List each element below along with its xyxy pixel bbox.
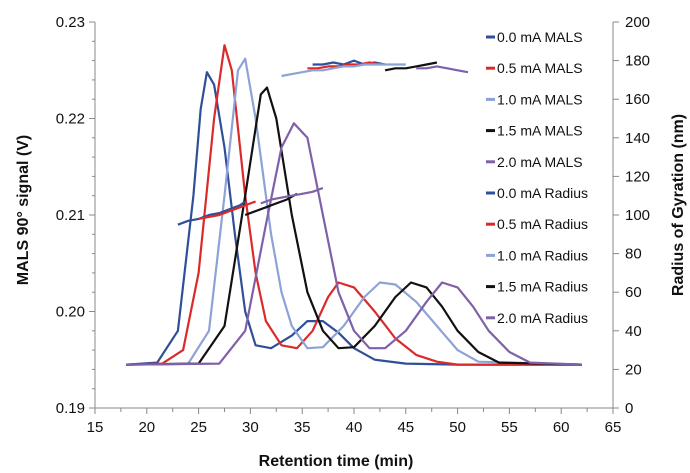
y-right-tick-label: 60 — [625, 284, 642, 301]
y-right-axis-title: Radius of Gyration (nm) — [670, 114, 687, 296]
legend-label: 0.5 mA MALS — [497, 60, 583, 76]
series-line-0-5-ma-mals — [126, 44, 582, 366]
legend-label: 1.0 mA MALS — [497, 91, 583, 107]
y-left-axis-title: MALS 90° signal (V) — [15, 135, 32, 285]
legend-label: 2.0 mA Radius — [497, 310, 588, 326]
legend-label: 2.0 mA MALS — [497, 154, 583, 170]
series-line-1-5-ma-mals — [126, 86, 582, 366]
y-right-tick-label: 200 — [625, 14, 650, 31]
x-tick-label: 45 — [397, 419, 414, 436]
legend-label: 1.5 mA MALS — [497, 123, 583, 139]
series-line-1-0-ma-mals — [126, 57, 582, 366]
y-left-tick-label: 0.23 — [56, 14, 85, 31]
x-ticks-group: 15 20 25 30 35 40 45 50 55 60 65 — [87, 408, 622, 436]
y-right-tick-label: 160 — [625, 91, 650, 108]
y-right-ticks-group: 0 20 40 60 80 100 120 140 160 180 200 — [613, 14, 650, 417]
x-tick-label: 15 — [87, 419, 104, 436]
x-tick-label: 30 — [242, 419, 259, 436]
x-tick-label: 35 — [294, 419, 311, 436]
x-tick-label: 60 — [553, 419, 570, 436]
y-left-tick-label: 0.19 — [56, 400, 85, 417]
y-right-tick-label: 20 — [625, 361, 642, 378]
y-left-ticks-group: 0.19 0.20 0.21 0.22 0.23 — [56, 14, 95, 417]
y-right-tick-label: 140 — [625, 130, 650, 147]
series-line-0-0-ma-radius — [177, 200, 246, 226]
y-right-tick-label: 0 — [625, 400, 633, 417]
series-line-0-0-ma-mals — [126, 71, 582, 366]
series-line-1-0-ma-radius — [281, 63, 406, 78]
y-right-tick-label: 40 — [625, 323, 642, 340]
legend-label: 0.0 mA MALS — [497, 29, 583, 45]
legend-label: 0.5 mA Radius — [497, 216, 588, 232]
legend-label: 1.5 mA Radius — [497, 279, 588, 295]
y-right-tick-label: 100 — [625, 207, 650, 224]
axes-group — [94, 22, 614, 409]
series-line-0-5-ma-radius — [198, 200, 256, 220]
x-tick-label: 55 — [501, 419, 518, 436]
x-tick-label: 25 — [190, 419, 207, 436]
series-line-2-0-ma-radius — [416, 65, 469, 74]
series-line-2-0-ma-radius — [260, 186, 324, 205]
legend-label: 1.0 mA Radius — [497, 247, 588, 263]
y-left-tick-label: 0.21 — [56, 207, 85, 224]
x-axis-title: Retention time (min) — [259, 453, 414, 470]
x-tick-label: 50 — [449, 419, 466, 436]
x-tick-label: 20 — [138, 419, 155, 436]
y-right-tick-label: 120 — [625, 168, 650, 185]
x-tick-label: 40 — [346, 419, 363, 436]
series-group — [126, 44, 582, 366]
y-right-tick-label: 180 — [625, 53, 650, 70]
y-left-tick-label: 0.22 — [56, 111, 85, 128]
legend: 0.0 mA MALS 0.5 mA MALS 1.0 mA MALS 1.5 mA … — [486, 29, 588, 326]
y-left-tick-label: 0.20 — [56, 304, 85, 321]
x-tick-label: 65 — [605, 419, 622, 436]
series-line-1-5-ma-radius — [384, 61, 438, 72]
series-line-1-5-ma-radius — [244, 192, 298, 217]
y-right-tick-label: 80 — [625, 246, 642, 263]
legend-label: 0.0 mA Radius — [497, 185, 588, 201]
